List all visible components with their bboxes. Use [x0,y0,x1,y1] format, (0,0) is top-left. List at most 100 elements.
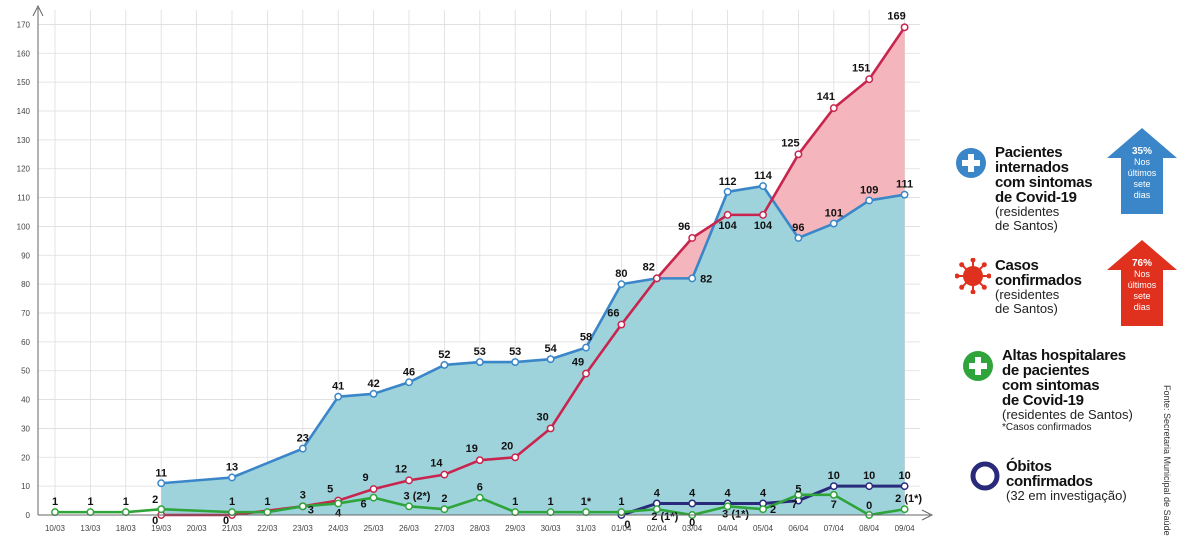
y-tick-label: 30 [21,424,30,433]
point-casos [582,369,590,378]
legend-altas-note: *Casos confirmados [1002,422,1092,433]
point-altas [86,508,95,517]
y-tick-label: 60 [21,338,30,347]
point-altas [51,508,59,517]
data-label-internados: 114 [754,170,773,182]
arrow-pct: 35% [1131,146,1152,157]
x-tick-label: 13/03 [80,524,101,533]
data-label-obitos: 10 [863,470,875,482]
point-internados [405,378,413,387]
point-internados [228,473,236,482]
chart-points [51,23,909,519]
y-tick-label: 160 [17,49,31,58]
legend-internados-sub: (residentes de Santos) [995,204,1060,233]
arrow-up-icon [1107,240,1177,326]
arrow-line: Nos [1133,269,1150,279]
point-casos [829,104,838,113]
point-casos [865,75,874,84]
legend-internados-arrow: 35% Nos últimos sete dias [1107,128,1177,214]
area-internados [161,186,905,515]
y-tick-label: 140 [17,107,31,116]
chart-lines [55,26,906,517]
data-label-altas: 1 [264,496,270,508]
y-tick-label: 90 [21,251,30,260]
legend-obitos-sub: (32 em investigação) [1006,488,1127,503]
point-internados [829,219,838,228]
plus-circle-icon [956,148,986,178]
point-casos [759,210,767,219]
arrow-up-icon [1107,128,1177,214]
data-label-casos: 104 [718,220,737,232]
data-label-altas: 1 [618,496,624,508]
arrow-line: últimos [1127,168,1157,178]
data-label-altas: 1 [52,496,58,508]
point-internados [475,358,484,367]
point-internados [617,280,626,289]
data-label-altas: 6 [361,499,367,511]
y-tick-label: 0 [26,511,31,520]
point-casos [405,476,413,485]
data-label-internados: 96 [792,222,804,234]
data-label-altas: 2 (1*) [651,511,678,523]
y-tick-label: 50 [21,367,30,376]
point-internados [582,343,590,352]
data-label-altas: 4 [335,507,342,519]
data-label-internados: 54 [544,343,557,355]
x-tick-label: 27/03 [434,524,455,533]
legend-altas-sub: (residentes de Santos) [1002,407,1133,422]
arrow-line: Nos [1133,157,1150,167]
data-label-casos: 169 [887,10,905,22]
data-label-casos: 125 [781,137,799,149]
data-label-altas: 3 (1*) [722,508,749,520]
point-casos [900,23,909,32]
data-label-altas: 2 [152,494,158,506]
data-label-altas: 3 (2*) [404,490,431,502]
point-obitos [865,482,874,491]
data-label-altas: 1 [512,496,518,508]
arrow-line: sete [1133,291,1151,301]
x-tick-label: 21/03 [222,524,243,533]
data-label-altas: 2 [441,493,447,505]
point-internados [511,358,520,367]
point-casos [794,150,803,159]
data-label-internados: 52 [438,349,450,361]
point-altas [617,508,626,517]
line-casos [161,26,906,517]
data-label-obitos: 5 [795,484,801,496]
x-tick-label: 22/03 [257,524,278,533]
y-tick-label: 20 [21,453,30,462]
point-internados [334,392,343,401]
data-label-altas: 7 [831,499,837,511]
legend-obitos-title: Óbitos confirmados [1006,458,1093,490]
x-tick-label: 26/03 [399,524,420,533]
data-label-casos: 0 [152,515,158,527]
data-label-casos: 9 [363,472,369,484]
arrow-line: sete [1133,179,1151,189]
data-label-casos: 49 [572,357,584,369]
data-label-internados: 53 [509,346,521,358]
arrow-line: dias [1133,190,1151,200]
data-label-altas: 0 [689,517,695,529]
legend-casos-sub: (residentes de Santos) [995,287,1060,316]
x-axis-arrow [921,509,934,521]
arrow-pct: 76% [1131,258,1152,269]
point-altas [759,505,767,514]
x-tick-label: 29/03 [505,524,526,533]
data-label-internados: 80 [615,268,627,280]
y-tick-label: 80 [21,280,30,289]
point-casos [723,210,732,219]
data-label-obitos: 10 [828,470,840,482]
source-note: Fonte: Secretaria Municipal de Saúde [1162,385,1172,536]
y-tick-label: 40 [21,396,30,405]
data-label-obitos: 4 [760,487,767,499]
data-label-altas: 1 [87,496,93,508]
x-tick-label: 20/03 [187,524,208,533]
chart-areas [161,27,905,516]
y-tick-label: 150 [17,78,31,87]
virus-icon [955,258,991,294]
point-internados [298,444,307,453]
data-label-casos: 14 [430,458,443,470]
point-altas [228,508,236,517]
y-tick-label: 70 [21,309,30,318]
